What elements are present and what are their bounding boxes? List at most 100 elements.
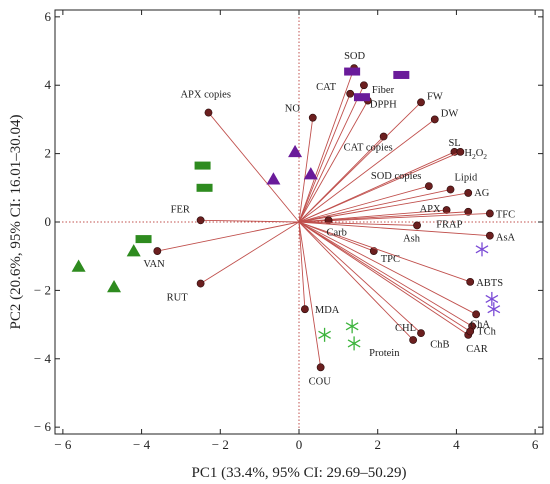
vector-point-h2o2 [456, 148, 465, 156]
vector-tpc [298, 221, 374, 252]
variable-label-tpc: TPC [381, 254, 400, 265]
variable-label-cat: CAT [316, 82, 336, 93]
variable-label-sod: SOD [344, 51, 365, 62]
vector-rut [200, 221, 300, 284]
variable-label-frap: FRAP [436, 220, 462, 231]
vector-point-rut [196, 279, 205, 288]
variable-label-mda: MDA [315, 305, 340, 316]
x-tick-label: 2 [374, 437, 381, 452]
variable-label-sod-copies: SOD copies [371, 171, 421, 182]
x-tick-label: 4 [453, 437, 460, 452]
vector-ash [298, 221, 418, 226]
vector-dw [298, 119, 436, 223]
variable-label-lipid: Lipid [455, 173, 478, 184]
asterisk-stroke [475, 245, 489, 254]
variable-label-h2o2: H2O2 [464, 148, 487, 161]
vector-mda [298, 221, 306, 310]
vector-point-chl [417, 329, 425, 338]
variable-label-rut: RUT [167, 293, 189, 304]
y-axis-title: PC2 (20.6%, 95% CI: 16.01–30.04) [8, 115, 24, 330]
observation-triangle-green [71, 259, 86, 272]
variable-label-ash: Ash [403, 233, 421, 244]
variable-labels: SOD CAT Fiber DPPH FW DW NO CAT copies APX copie… [143, 51, 515, 387]
vector-point-dw [430, 115, 439, 124]
vector-cat-copies [298, 136, 384, 223]
y-tick-label: − 4 [34, 351, 52, 366]
vector-point-fw [417, 98, 425, 107]
vector-cat [298, 93, 351, 223]
variable-label-fw: FW [427, 91, 443, 102]
observation-triangle-purple [288, 144, 303, 158]
x-tick-label: 6 [532, 437, 539, 452]
vector-point-ash [413, 221, 421, 230]
observation-triangle-green [126, 244, 141, 257]
variable-label-car: CAR [466, 344, 488, 355]
vector-apx-copies [208, 112, 300, 223]
variable-label-fiber: Fiber [372, 85, 395, 96]
observation-rectangle-green [135, 235, 152, 244]
vector-point-frap [464, 207, 473, 216]
variable-label-asa: AsA [496, 233, 516, 244]
loading-vectors [153, 64, 494, 372]
variable-label-tch: TCh [477, 326, 496, 337]
vector-point-chb [466, 327, 475, 336]
variable-label-dpph: DPPH [370, 100, 397, 111]
variable-label-no: NO [285, 104, 301, 115]
vector-h2o2 [298, 151, 461, 223]
vector-point-cou [316, 363, 325, 372]
x-tick-label: 0 [296, 437, 303, 452]
y-tick-label: − 6 [34, 419, 52, 434]
variable-label-cat-copies: CAT copies [344, 143, 393, 154]
vector-asa [298, 221, 490, 237]
vector-point-asa [485, 231, 494, 240]
vector-apx [298, 209, 447, 223]
vector-chb [298, 221, 471, 332]
y-tick-label: 6 [45, 9, 52, 24]
reference-lines [55, 10, 543, 434]
vector-point-fer [196, 216, 205, 225]
variable-label-van: VAN [143, 259, 165, 270]
axis-ticks: − 6 − 4 − 2 0 2 4 6 − 6 − 4 − 2 0 2 4 6 [34, 9, 543, 452]
variable-label-chb: ChB [430, 339, 449, 350]
observation-rectangle-green [194, 161, 211, 170]
vector-point-apx [442, 206, 451, 214]
vector-van [157, 221, 300, 252]
vector-fer [200, 219, 300, 223]
vector-point-cha [472, 310, 480, 319]
x-tick-label: − 2 [212, 437, 229, 452]
y-tick-label: 0 [45, 214, 52, 229]
vector-fiber [298, 85, 365, 223]
vector-point-mda [301, 305, 309, 314]
observation-asterisk-purple [485, 291, 499, 306]
variable-label-dw: DW [441, 108, 459, 119]
asterisk-stroke [318, 330, 331, 339]
vector-point-fiber [360, 81, 368, 90]
vector-point-sod-copies [424, 182, 433, 190]
observation-markers [71, 67, 501, 351]
vector-chl [298, 221, 422, 334]
observation-asterisk-purple [475, 242, 489, 257]
vector-abts [298, 221, 471, 283]
variable-label-ag: AG [474, 188, 490, 199]
vector-lipid [298, 189, 451, 223]
vector-point-no [308, 113, 317, 122]
asterisk-stroke [485, 294, 499, 303]
observation-asterisk-green [318, 327, 331, 342]
variable-label-sl: SL [448, 138, 460, 149]
variable-label-abts: ABTS [476, 278, 503, 289]
observation-asterisk-green [345, 319, 359, 334]
asterisk-stroke [345, 322, 359, 331]
variable-label-cha: ChA [470, 319, 490, 330]
x-tick-label: − 4 [133, 437, 151, 452]
observation-triangle-purple [266, 172, 281, 185]
variable-label-chl: CHL [395, 323, 416, 334]
y-tick-label: 4 [45, 77, 52, 92]
observation-rectangle-purple [344, 67, 361, 76]
vector-point-tfc [485, 209, 494, 218]
observation-triangle-green [107, 279, 122, 293]
asterisk-stroke [487, 305, 501, 314]
vector-point-cat-copies [379, 132, 388, 141]
variable-label-fer: FER [171, 204, 190, 215]
vector-point-tpc [369, 247, 378, 255]
